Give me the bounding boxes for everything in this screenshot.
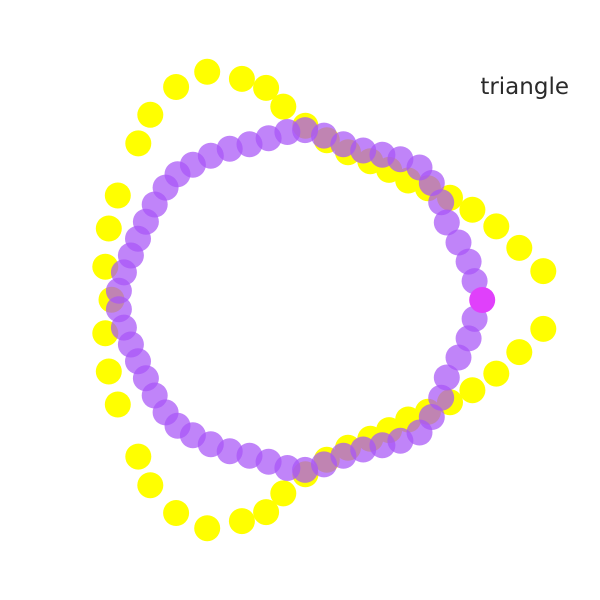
- scatter-point: [506, 339, 533, 366]
- scatter-point: [350, 137, 377, 164]
- series-1: [105, 117, 488, 483]
- scatter-point: [483, 213, 510, 240]
- scatter-point: [104, 182, 131, 209]
- scatter-point: [330, 131, 357, 158]
- scatter-point: [95, 215, 122, 242]
- scatter-point: [428, 384, 455, 411]
- scatter-point: [433, 209, 460, 236]
- scatter-point: [418, 404, 445, 430]
- series-2: [469, 287, 496, 313]
- scatter-point: [483, 360, 510, 387]
- scatter-point: [253, 74, 280, 101]
- scatter-point: [455, 325, 482, 352]
- scatter-point: [95, 358, 122, 385]
- scatter-point: [253, 499, 280, 526]
- scatter-point: [445, 229, 472, 256]
- scatter-point: [194, 515, 221, 542]
- scatter-point: [137, 472, 164, 499]
- scatter-point: [469, 287, 496, 313]
- scatter-point: [506, 234, 533, 261]
- scatter-point: [125, 443, 152, 470]
- scatter-point: [163, 74, 190, 100]
- scatter-point: [459, 377, 486, 404]
- scatter-point: [270, 480, 297, 507]
- scatter-point: [459, 196, 486, 223]
- scatter-point: [530, 258, 557, 285]
- scatter-point: [125, 130, 152, 157]
- scatter-point: [428, 189, 455, 216]
- scatter-point: [137, 101, 164, 128]
- scatter-point: [194, 58, 221, 85]
- scatter-point: [270, 93, 297, 120]
- scatter-point: [216, 438, 243, 465]
- scatter-point: [445, 344, 472, 371]
- scatter-point: [163, 500, 190, 526]
- triangle-label: triangle: [480, 74, 569, 100]
- scatter-point: [228, 65, 255, 92]
- scatter-point: [236, 131, 263, 158]
- scatter-point: [330, 442, 357, 469]
- scatter-point: [105, 277, 132, 304]
- scatter-point: [311, 451, 337, 478]
- scatter-point: [530, 315, 557, 342]
- series-layer: [92, 58, 557, 542]
- scatter-point: [228, 508, 255, 535]
- scatter-point: [455, 248, 482, 275]
- scatter-point: [433, 364, 460, 391]
- scatter-point: [104, 391, 131, 418]
